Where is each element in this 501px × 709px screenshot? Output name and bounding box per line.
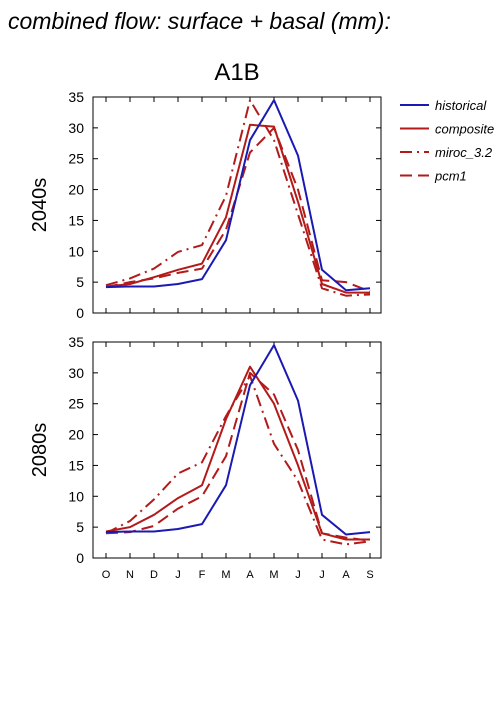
x-tick-label: S	[366, 569, 373, 581]
series-line-historical	[105, 99, 371, 292]
series-line-miroc-3-2	[105, 374, 371, 546]
y-tick-label: 15	[68, 457, 84, 473]
legend-label: historical	[435, 98, 487, 113]
y-tick-label: 20	[68, 182, 84, 198]
series-line-composite	[105, 365, 370, 541]
series-line-pcm1	[105, 371, 371, 542]
x-tick-label: M	[221, 569, 230, 581]
y-tick-label: 5	[76, 274, 84, 290]
y-tick-label: 15	[68, 212, 84, 228]
x-tick-label: A	[246, 569, 254, 581]
series-line-pcm1	[105, 126, 371, 293]
row-label: 2040s	[29, 178, 51, 233]
y-tick-label: 20	[68, 427, 84, 443]
plot-frame	[92, 341, 382, 559]
y-tick-label: 35	[68, 334, 84, 350]
x-tick-label: N	[126, 569, 134, 581]
y-tick-label: 30	[68, 120, 84, 136]
y-tick-label: 10	[68, 243, 84, 259]
y-tick-label: 0	[76, 550, 84, 566]
row-label: 2080s	[29, 423, 51, 478]
legend-label: miroc_3.2	[435, 145, 493, 160]
y-tick-label: 25	[68, 151, 84, 167]
x-tick-label: J	[319, 569, 325, 581]
y-tick-label: 30	[68, 365, 84, 381]
x-tick-label: A	[342, 569, 350, 581]
plot-frame	[92, 96, 382, 314]
panel-2080s: 0 5 10 15 20 25 30 35 O N D J F M A M J J A S 2080s	[29, 334, 382, 581]
y-tick-label: 35	[68, 89, 84, 105]
x-tick-label: J	[175, 569, 181, 581]
series-line-composite	[105, 123, 370, 294]
legend-label: pcm1	[434, 169, 467, 184]
figure-subtitle: A1B	[214, 59, 259, 86]
x-tick-label: D	[150, 569, 158, 581]
x-tick-label: O	[102, 569, 111, 581]
y-tick-label: 10	[68, 488, 84, 504]
x-tick-label: J	[295, 569, 301, 581]
y-tick-label: 25	[68, 396, 84, 412]
figure-title: combined flow: surface + basal (mm):	[8, 8, 391, 34]
series-line-historical	[105, 344, 371, 536]
y-tick-label: 5	[76, 519, 84, 535]
legend-label: composite	[435, 122, 494, 137]
panel-2040s: 0 5 10 15 20 25 30 35 2040s	[29, 89, 382, 321]
x-tick-label: F	[199, 569, 206, 581]
series-line-miroc-3-2	[105, 99, 371, 297]
x-tick-label: M	[269, 569, 278, 581]
y-tick-label: 0	[76, 305, 84, 321]
legend: historical composite miroc_3.2 pcm1	[400, 98, 494, 184]
